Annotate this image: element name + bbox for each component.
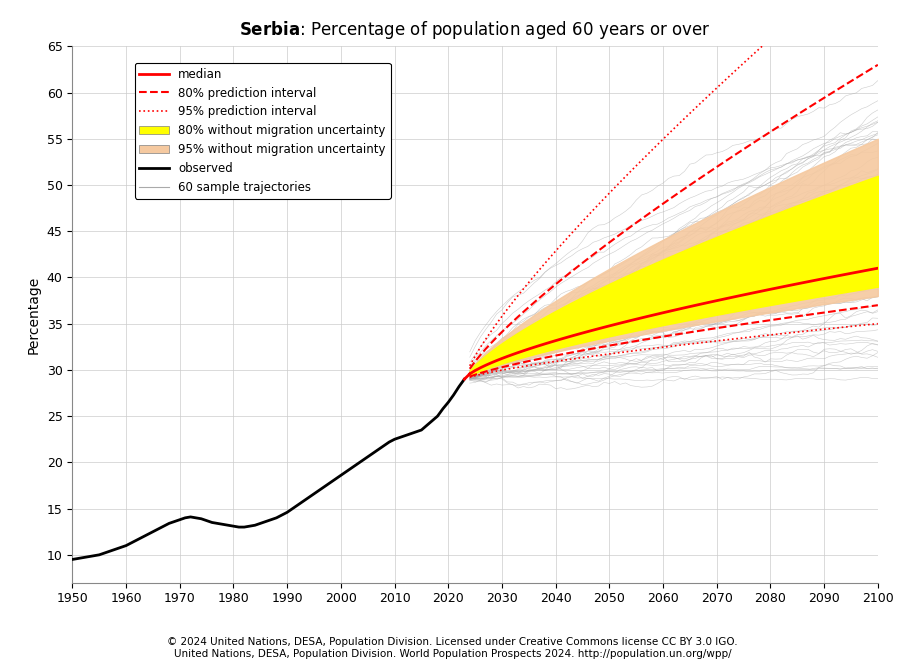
Legend: median, 80% prediction interval, 95% prediction interval, 80% without migration : median, 80% prediction interval, 95% pre… — [135, 63, 391, 199]
Text: © 2024 United Nations, DESA, Population Division. Licensed under Creative Common: © 2024 United Nations, DESA, Population … — [167, 638, 738, 647]
Y-axis label: Percentage: Percentage — [27, 275, 41, 354]
Text: United Nations, DESA, Population Division. World Population Prospects 2024. http: United Nations, DESA, Population Divisio… — [174, 649, 731, 659]
Title: $\bf{Serbia}$: Percentage of population aged 60 years or over: $\bf{Serbia}$: Percentage of population … — [239, 19, 711, 41]
